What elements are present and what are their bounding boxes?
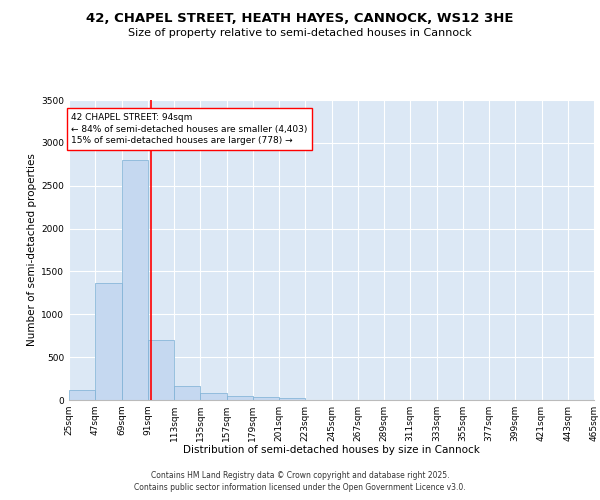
Y-axis label: Number of semi-detached properties: Number of semi-detached properties bbox=[27, 154, 37, 346]
X-axis label: Distribution of semi-detached houses by size in Cannock: Distribution of semi-detached houses by … bbox=[183, 446, 480, 456]
Bar bbox=[95, 282, 121, 400]
Bar bbox=[69, 390, 95, 400]
Bar bbox=[200, 393, 227, 400]
Bar bbox=[253, 398, 279, 400]
Bar bbox=[279, 398, 305, 400]
Text: 42 CHAPEL STREET: 94sqm
← 84% of semi-detached houses are smaller (4,403)
15% of: 42 CHAPEL STREET: 94sqm ← 84% of semi-de… bbox=[71, 113, 308, 146]
Bar bbox=[174, 386, 200, 400]
Text: Size of property relative to semi-detached houses in Cannock: Size of property relative to semi-detach… bbox=[128, 28, 472, 38]
Text: 42, CHAPEL STREET, HEATH HAYES, CANNOCK, WS12 3HE: 42, CHAPEL STREET, HEATH HAYES, CANNOCK,… bbox=[86, 12, 514, 26]
Bar bbox=[121, 160, 148, 400]
Text: Contains HM Land Registry data © Crown copyright and database right 2025.
Contai: Contains HM Land Registry data © Crown c… bbox=[134, 471, 466, 492]
Bar bbox=[227, 396, 253, 400]
Bar bbox=[148, 340, 174, 400]
